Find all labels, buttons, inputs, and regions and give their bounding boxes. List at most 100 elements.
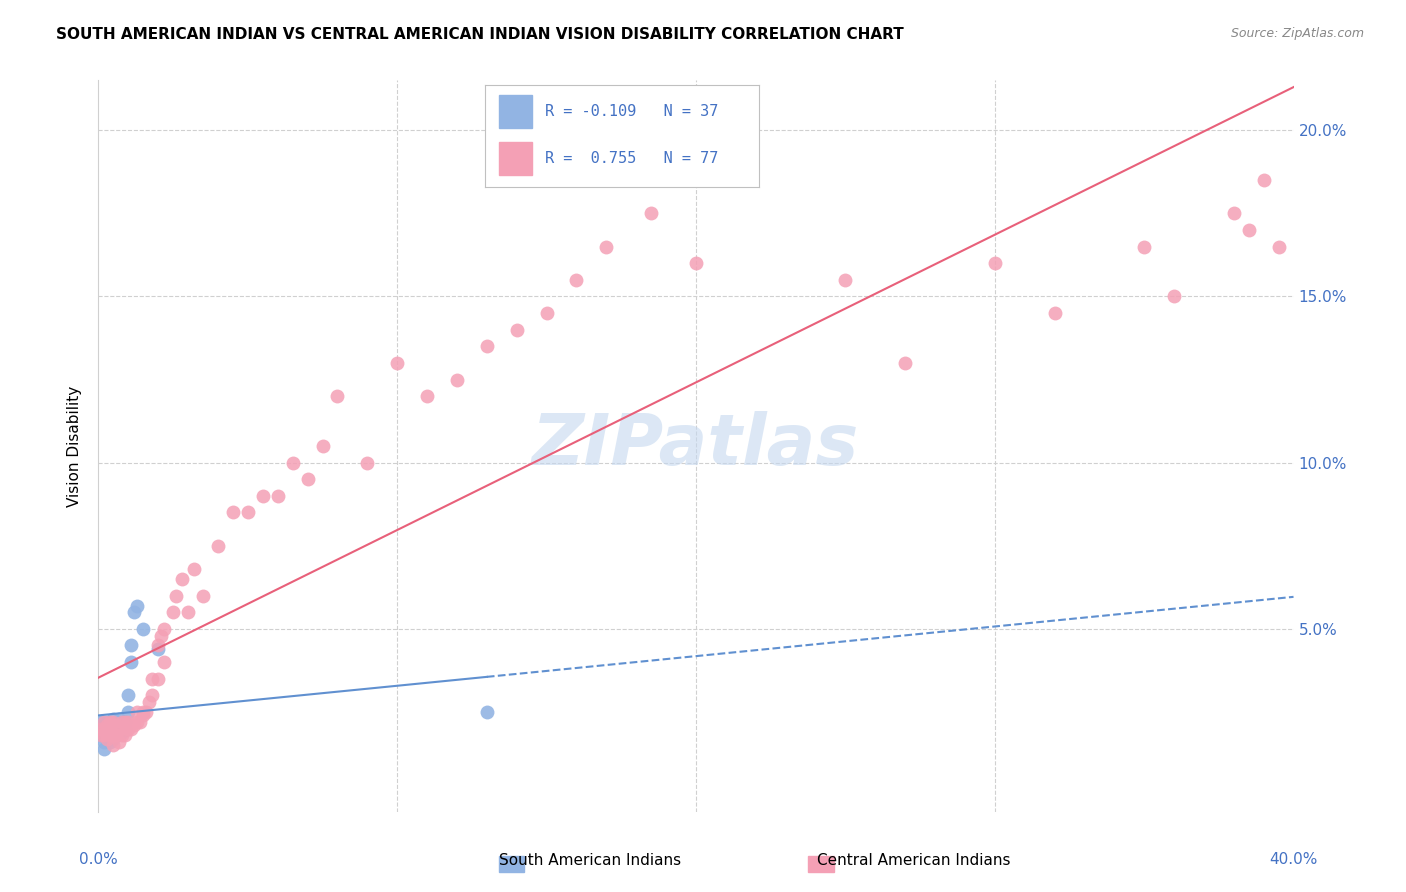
- Text: 0.0%: 0.0%: [79, 852, 118, 867]
- Point: [153, 622, 176, 636]
- Point: [1163, 289, 1185, 303]
- Point: [103, 728, 125, 742]
- Text: ZIPatlas: ZIPatlas: [533, 411, 859, 481]
- Point: [894, 356, 917, 370]
- Point: [1043, 306, 1066, 320]
- Point: [1267, 239, 1289, 253]
- Point: [108, 722, 131, 736]
- Point: [90, 728, 112, 742]
- Point: [117, 722, 139, 736]
- Point: [108, 725, 131, 739]
- Point: [148, 639, 170, 653]
- Point: [90, 728, 112, 742]
- Point: [98, 718, 122, 732]
- Text: R = -0.109   N = 37: R = -0.109 N = 37: [546, 103, 718, 119]
- Point: [124, 718, 146, 732]
- Point: [148, 641, 170, 656]
- Point: [103, 725, 125, 739]
- Point: [148, 672, 170, 686]
- Point: [183, 562, 205, 576]
- Point: [132, 708, 155, 723]
- Point: [506, 323, 529, 337]
- Point: [98, 725, 122, 739]
- Point: [267, 489, 290, 503]
- Point: [108, 735, 131, 749]
- Point: [191, 589, 214, 603]
- Point: [132, 622, 155, 636]
- Point: [98, 714, 122, 729]
- Point: [114, 728, 136, 742]
- Point: [93, 735, 115, 749]
- Point: [111, 728, 134, 742]
- Point: [93, 722, 115, 736]
- Point: [207, 539, 229, 553]
- Point: [103, 738, 125, 752]
- Point: [1133, 239, 1156, 253]
- Point: [105, 728, 128, 742]
- Point: [356, 456, 378, 470]
- Point: [446, 372, 468, 386]
- Point: [93, 725, 115, 739]
- Point: [103, 714, 125, 729]
- Point: [93, 741, 115, 756]
- Point: [127, 599, 149, 613]
- Y-axis label: Vision Disability: Vision Disability: [67, 385, 83, 507]
- Point: [90, 714, 112, 729]
- Point: [127, 714, 149, 729]
- Point: [640, 206, 662, 220]
- Point: [1223, 206, 1246, 220]
- Point: [236, 506, 259, 520]
- Point: [536, 306, 558, 320]
- Point: [117, 705, 139, 719]
- Point: [132, 705, 155, 719]
- Point: [96, 731, 118, 746]
- Point: [111, 714, 134, 729]
- Point: [105, 728, 128, 742]
- Point: [117, 714, 139, 729]
- Point: [475, 705, 498, 719]
- Point: [96, 714, 118, 729]
- Point: [103, 731, 125, 746]
- Point: [222, 506, 245, 520]
- Text: Central American Indians: Central American Indians: [817, 854, 1011, 868]
- Point: [105, 718, 128, 732]
- Text: South American Indians: South American Indians: [499, 854, 682, 868]
- Point: [177, 605, 200, 619]
- Point: [595, 239, 617, 253]
- Text: R =  0.755   N = 77: R = 0.755 N = 77: [546, 151, 718, 166]
- Point: [114, 714, 136, 729]
- Point: [165, 589, 187, 603]
- Point: [93, 728, 115, 742]
- Bar: [499, 142, 531, 175]
- Point: [96, 718, 118, 732]
- Point: [141, 672, 163, 686]
- Point: [124, 605, 146, 619]
- Point: [93, 718, 115, 732]
- Point: [129, 714, 152, 729]
- Point: [96, 731, 118, 746]
- Point: [103, 712, 125, 726]
- Point: [475, 339, 498, 353]
- Point: [127, 705, 149, 719]
- Text: SOUTH AMERICAN INDIAN VS CENTRAL AMERICAN INDIAN VISION DISABILITY CORRELATION C: SOUTH AMERICAN INDIAN VS CENTRAL AMERICA…: [56, 27, 904, 42]
- Point: [150, 628, 173, 642]
- Bar: [499, 95, 531, 128]
- Point: [98, 735, 122, 749]
- Point: [984, 256, 1007, 270]
- Point: [108, 718, 131, 732]
- Point: [834, 273, 856, 287]
- Point: [98, 722, 122, 736]
- Point: [120, 655, 142, 669]
- Point: [117, 689, 139, 703]
- Point: [297, 472, 319, 486]
- Point: [252, 489, 274, 503]
- Point: [685, 256, 707, 270]
- Point: [162, 605, 184, 619]
- Point: [138, 695, 160, 709]
- Point: [153, 655, 176, 669]
- Text: Source: ZipAtlas.com: Source: ZipAtlas.com: [1230, 27, 1364, 40]
- Point: [281, 456, 304, 470]
- Point: [416, 389, 439, 403]
- Point: [103, 718, 125, 732]
- Point: [1253, 173, 1275, 187]
